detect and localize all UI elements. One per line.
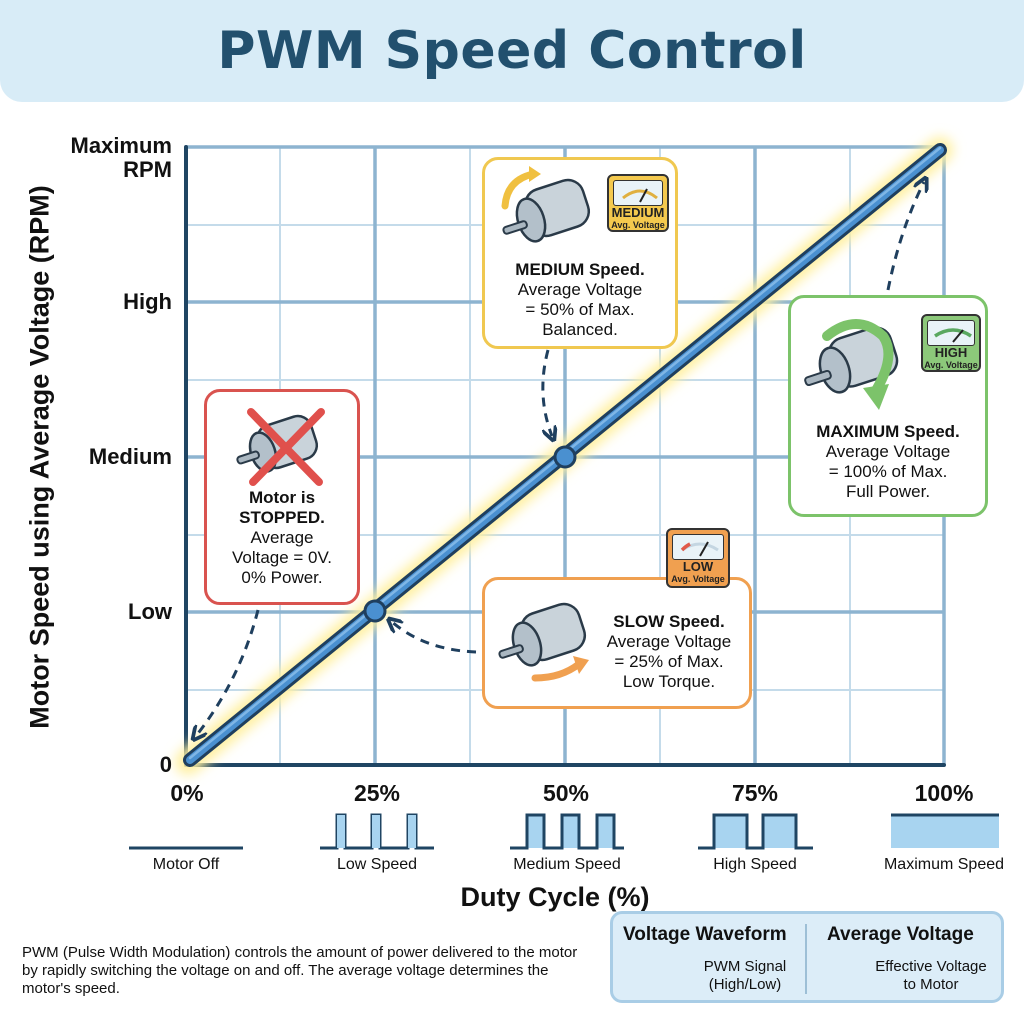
waveform-50	[510, 813, 624, 850]
legend-average-text: Effective Voltage to Motor	[875, 958, 987, 993]
page-title: PWM Speed Control	[217, 21, 807, 81]
waveform-75	[698, 813, 813, 850]
arrow-slow	[392, 622, 477, 654]
arrow-stopped	[196, 609, 260, 736]
legend-waveform-text: PWM Signal (High/Low)	[703, 958, 787, 993]
x-tick-0: 0%	[170, 780, 204, 806]
waveform-100	[891, 813, 999, 848]
axes	[184, 145, 946, 767]
gauge-high: HIGH Avg. Voltage	[921, 314, 981, 372]
gauge-medium: MEDIUM Avg. Voltage	[607, 174, 669, 232]
x-axis-label: Duty Cycle (%)	[460, 882, 650, 912]
motor-slow-icon	[498, 602, 589, 682]
legend-waveform-header: Voltage Waveform	[623, 924, 787, 945]
y-tick-zero: 0	[159, 752, 172, 777]
y-axis-label: Motor Speed using Average Voltage (RPM)	[24, 185, 55, 729]
title-banner: PWM Speed Control	[0, 0, 1024, 102]
y-tick-high: High	[123, 289, 172, 314]
waveform-label-maximum: Maximum Speed	[883, 856, 1005, 873]
pwm-description: PWM (Pulse Width Modulation) controls th…	[22, 944, 578, 997]
x-tick-100: 100%	[914, 780, 974, 806]
y-tick-maximum: Maximum RPM	[70, 133, 172, 182]
point-50	[553, 445, 577, 469]
arrow-medium	[541, 349, 552, 436]
waveform-label-medium: Medium Speed	[513, 856, 621, 873]
motor-maximum-icon	[804, 319, 899, 410]
legend-divider	[805, 924, 807, 994]
callout-maximum: HIGH Avg. Voltage MAXIMUM Speed. Average…	[788, 295, 988, 517]
x-tick-50: 50%	[542, 780, 590, 806]
callout-slow: SLOW Speed. Average Voltage = 25% of Max…	[482, 577, 752, 709]
y-tick-medium: Medium	[88, 444, 172, 469]
callout-stopped: Motor is STOPPED. Average Voltage = 0V. …	[204, 389, 360, 605]
arrow-maximum	[886, 182, 924, 291]
y-tick-low: Low	[128, 599, 172, 624]
waveform-25	[320, 813, 434, 850]
legend: Voltage Waveform PWM Signal (High/Low) A…	[610, 911, 1004, 1003]
gauge-low: LOW Avg. Voltage	[666, 528, 730, 588]
legend-average-header: Average Voltage	[827, 924, 974, 945]
waveform-label-off: Motor Off	[152, 856, 220, 873]
motor-medium-icon	[501, 166, 591, 243]
x-tick-75: 75%	[731, 780, 779, 806]
waveform-label-high: High Speed	[713, 856, 797, 873]
callout-medium: MEDIUM Avg. Voltage MEDIUM Speed. Averag…	[482, 157, 678, 349]
point-25	[363, 599, 387, 623]
x-tick-25: 25%	[353, 780, 401, 806]
motor-stopped-icon	[236, 408, 325, 486]
waveform-label-low: Low Speed	[336, 856, 418, 873]
